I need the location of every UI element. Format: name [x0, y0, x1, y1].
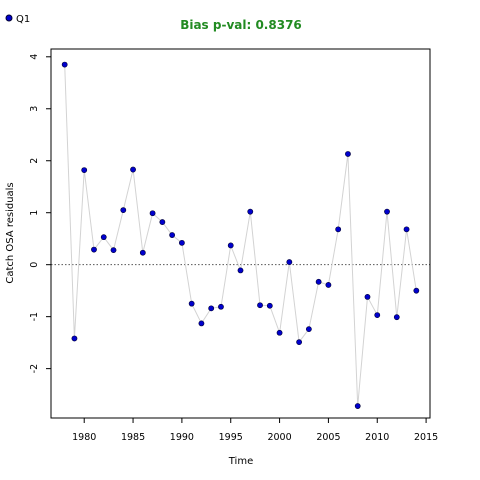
data-point	[305, 326, 312, 333]
data-point	[325, 282, 332, 288]
legend: Q1	[5, 14, 30, 25]
plot-area	[51, 61, 430, 409]
data-point	[247, 208, 254, 215]
x-axis: 1980 1985 1990 1995 2000 2005 2010 2015	[72, 418, 438, 443]
data-point	[403, 226, 410, 233]
data-point	[130, 166, 136, 173]
x-tick-label: 2010	[365, 432, 389, 443]
data-point	[286, 259, 293, 265]
data-point	[335, 226, 342, 233]
y-tick-label: 0	[29, 262, 40, 268]
data-point	[208, 305, 215, 312]
data-point	[266, 302, 273, 309]
data-point	[227, 242, 234, 249]
data-point	[413, 287, 420, 294]
data-point	[237, 267, 244, 274]
legend-label-q1: Q1	[16, 14, 30, 25]
y-tick-label: 2	[29, 158, 40, 164]
y-tick-label: 1	[29, 210, 40, 216]
data-point	[149, 210, 156, 217]
data-point	[393, 314, 400, 321]
x-tick-label: 2015	[414, 432, 438, 443]
data-point	[354, 403, 361, 409]
y-tick-label: 3	[29, 106, 40, 112]
data-point	[296, 339, 303, 346]
y-tick-label: -1	[29, 312, 40, 321]
data-point	[315, 278, 322, 285]
y-tick-label: 4	[29, 54, 40, 60]
x-axis-title: Time	[228, 456, 253, 467]
data-point	[188, 300, 195, 307]
data-point	[364, 294, 371, 300]
data-point	[159, 219, 166, 225]
data-point	[100, 234, 107, 241]
y-tick-label: -2	[29, 364, 40, 373]
data-point	[374, 312, 381, 318]
y-axis-title: Catch OSA residuals	[5, 182, 16, 283]
plot-frame	[50, 48, 431, 419]
data-point	[345, 151, 351, 157]
data-point	[384, 208, 390, 215]
y-axis: -2 -1 0 1 2 3 4	[29, 54, 51, 373]
data-point	[71, 335, 78, 342]
x-tick-label: 1990	[170, 432, 194, 443]
data-point	[198, 320, 205, 327]
x-tick-label: 2005	[316, 432, 340, 443]
data-point	[139, 249, 146, 256]
data-point	[169, 232, 176, 238]
data-point	[91, 246, 97, 253]
series-line-q1	[64, 64, 417, 407]
x-tick-label: 2000	[267, 432, 291, 443]
data-point	[120, 207, 127, 214]
x-tick-label: 1985	[121, 432, 145, 443]
data-point	[110, 247, 117, 254]
data-point	[218, 303, 224, 310]
legend-marker-q1	[5, 14, 13, 22]
x-tick-label: 1995	[219, 432, 243, 443]
data-point	[61, 61, 68, 68]
data-point	[257, 302, 263, 309]
data-point	[276, 329, 283, 336]
x-tick-label: 1980	[72, 432, 96, 443]
chart-title: Bias p-val: 0.8376	[180, 18, 302, 32]
data-point	[178, 239, 185, 246]
data-point	[81, 167, 88, 173]
